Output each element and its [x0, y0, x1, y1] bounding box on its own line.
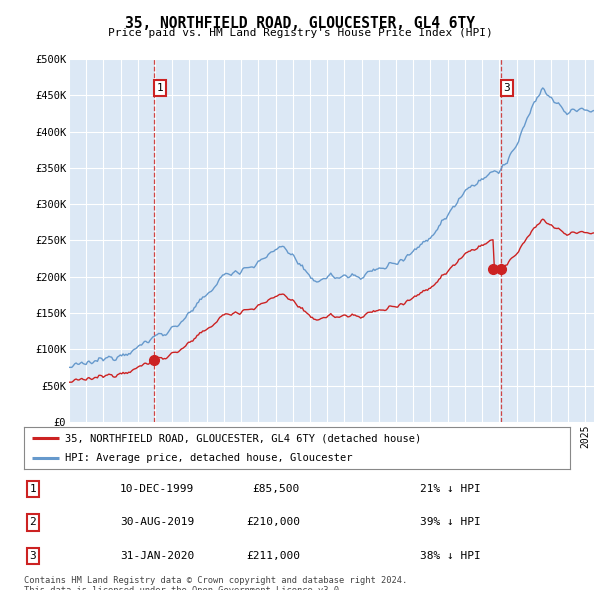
Text: £85,500: £85,500: [253, 484, 300, 494]
Text: 30-AUG-2019: 30-AUG-2019: [120, 517, 194, 527]
Text: 35, NORTHFIELD ROAD, GLOUCESTER, GL4 6TY (detached house): 35, NORTHFIELD ROAD, GLOUCESTER, GL4 6TY…: [65, 433, 421, 443]
Text: 21% ↓ HPI: 21% ↓ HPI: [420, 484, 481, 494]
Text: HPI: Average price, detached house, Gloucester: HPI: Average price, detached house, Glou…: [65, 453, 352, 463]
Text: £210,000: £210,000: [246, 517, 300, 527]
Text: 1: 1: [157, 83, 163, 93]
Text: 3: 3: [503, 83, 510, 93]
Text: £211,000: £211,000: [246, 551, 300, 561]
Text: Price paid vs. HM Land Registry's House Price Index (HPI): Price paid vs. HM Land Registry's House …: [107, 28, 493, 38]
Text: 35, NORTHFIELD ROAD, GLOUCESTER, GL4 6TY: 35, NORTHFIELD ROAD, GLOUCESTER, GL4 6TY: [125, 16, 475, 31]
Text: 1: 1: [29, 484, 37, 494]
Text: 31-JAN-2020: 31-JAN-2020: [120, 551, 194, 561]
Text: 39% ↓ HPI: 39% ↓ HPI: [420, 517, 481, 527]
Text: Contains HM Land Registry data © Crown copyright and database right 2024.
This d: Contains HM Land Registry data © Crown c…: [24, 576, 407, 590]
Text: 3: 3: [29, 551, 37, 561]
Text: 38% ↓ HPI: 38% ↓ HPI: [420, 551, 481, 561]
Text: 2: 2: [29, 517, 37, 527]
Text: 10-DEC-1999: 10-DEC-1999: [120, 484, 194, 494]
